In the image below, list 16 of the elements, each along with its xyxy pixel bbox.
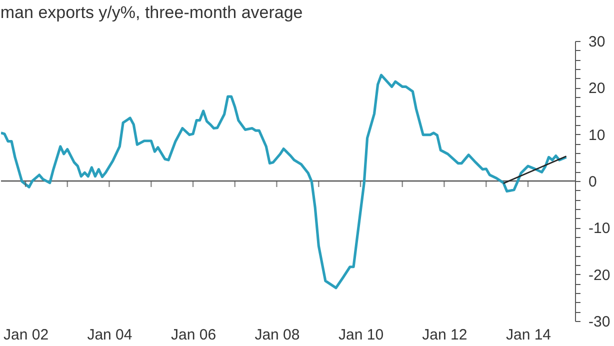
- y-tick-label: -20: [588, 266, 610, 284]
- y-tick-label: 0: [588, 174, 597, 190]
- x-tick-label: Jan 04: [87, 326, 132, 344]
- y-tick-label: 10: [588, 126, 606, 144]
- x-tick-label: Jan 14: [506, 326, 552, 344]
- y-tick-label: 30: [588, 34, 606, 50]
- x-tick-label: Jan 12: [422, 326, 468, 344]
- x-tick-label: Jan 10: [338, 326, 384, 344]
- y-tick-label: 20: [588, 80, 606, 98]
- y-tick-label: -30: [588, 314, 610, 330]
- x-tick-label: Jan 06: [171, 326, 216, 344]
- line-series: [1, 74, 568, 290]
- chart-title: man exports y/y%, three-month average: [0, 3, 303, 22]
- x-tick-label: Jan 08: [254, 326, 300, 344]
- y-tick-label: -10: [588, 220, 610, 238]
- x-tick-label: Jan 02: [4, 326, 49, 344]
